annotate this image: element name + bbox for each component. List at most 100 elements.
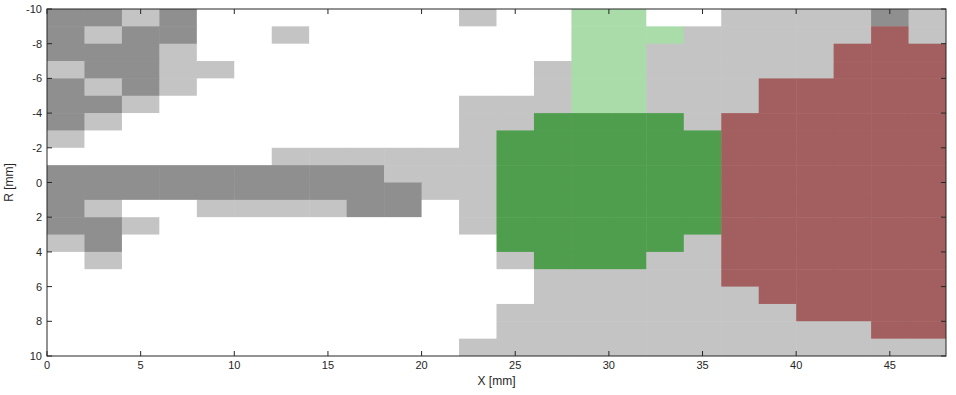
cell [609,235,647,253]
cell [159,113,197,131]
cell [834,252,872,270]
y-tick [941,286,946,287]
cell [871,321,909,339]
cell [534,183,572,201]
cell [384,252,422,270]
cell [347,252,385,270]
cell [871,26,909,44]
cell [384,269,422,287]
cell [384,321,422,339]
cell [422,235,460,253]
cell [721,26,759,44]
cell [84,217,122,235]
cell [422,321,460,339]
cell [234,269,272,287]
cell [609,183,647,201]
y-tick [47,356,52,357]
cell [497,304,535,322]
cell [459,78,497,96]
cell [871,269,909,287]
cell [197,217,235,235]
cell [871,252,909,270]
cell [47,321,85,339]
cell [909,235,946,253]
cell [197,287,235,305]
cell [309,304,347,322]
y-tick [941,217,946,218]
cell [309,96,347,114]
cell [796,165,834,183]
x-tick [702,9,703,14]
cell [422,183,460,201]
cell [534,9,572,27]
cell [309,148,347,166]
cell [272,321,310,339]
cell [347,130,385,148]
cell [234,44,272,62]
x-tick [421,351,422,356]
cell [159,200,197,218]
cell [497,113,535,131]
cell [796,78,834,96]
cell [759,78,797,96]
cell [159,321,197,339]
cell [796,252,834,270]
cell [197,130,235,148]
cell [422,287,460,305]
cell [609,269,647,287]
cell [721,252,759,270]
y-tick [47,43,52,44]
y-tick [941,321,946,322]
cell [571,9,609,27]
cell [197,304,235,322]
cell [684,217,722,235]
cell [234,96,272,114]
cell [646,217,684,235]
cell [796,130,834,148]
y-tick [941,78,946,79]
cell [159,252,197,270]
cell [646,148,684,166]
cell [796,269,834,287]
x-tick-label: 5 [138,359,144,371]
cell [609,78,647,96]
cell [497,165,535,183]
cell [571,165,609,183]
cell [834,200,872,218]
cell [721,78,759,96]
cell [909,217,946,235]
y-tick [47,9,52,10]
cell [534,26,572,44]
cell [122,26,160,44]
cell [497,96,535,114]
cell [47,148,85,166]
cell [197,165,235,183]
cell [197,183,235,201]
cell [834,44,872,62]
cell [497,130,535,148]
y-tick [47,113,52,114]
cell [84,44,122,62]
cell [84,148,122,166]
cell [497,78,535,96]
cell [609,200,647,218]
cell [721,44,759,62]
cell [871,200,909,218]
cell [721,217,759,235]
cell [646,96,684,114]
cell [459,9,497,27]
cell [534,269,572,287]
cell [384,287,422,305]
cell [47,287,85,305]
cell [759,252,797,270]
cell [684,78,722,96]
cell [272,339,310,356]
cell [422,9,460,27]
cell [497,26,535,44]
cell [47,9,85,27]
cell [122,148,160,166]
cell [834,321,872,339]
cell [684,61,722,79]
cell [759,44,797,62]
cell [347,113,385,131]
